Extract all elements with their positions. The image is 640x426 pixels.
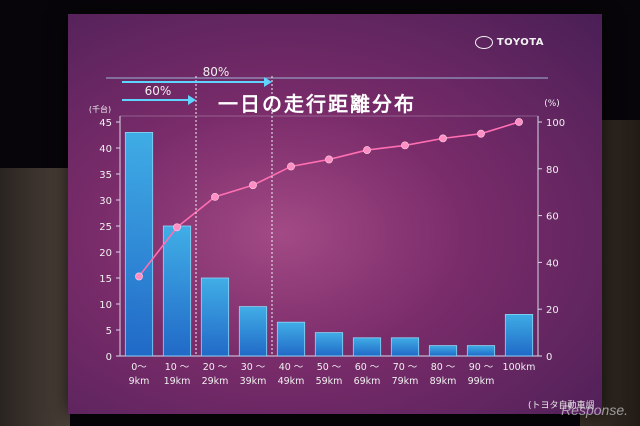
x-tick-label-bottom: 29km xyxy=(202,376,229,387)
x-tick-label-top: 50 ～ xyxy=(317,362,342,373)
toyota-logo-icon xyxy=(474,36,493,49)
left-tick-label: 10 xyxy=(99,300,112,311)
left-tick-label: 40 xyxy=(99,144,112,155)
cumulative-point xyxy=(515,118,523,126)
bar xyxy=(124,132,154,357)
left-tick-label: 5 xyxy=(106,326,112,337)
right-tick-label: 20 xyxy=(546,305,559,316)
x-tick-label-bottom: 9km xyxy=(129,376,150,387)
left-axis-unit: (千台) xyxy=(89,104,111,114)
toyota-brand: TOYOTA xyxy=(474,36,544,49)
right-axis-unit: (%) xyxy=(544,99,560,109)
cumulative-point xyxy=(363,146,371,154)
bar xyxy=(200,277,230,357)
x-tick-label-bottom: 99km xyxy=(468,376,495,387)
x-tick-label-top: 30 ～ xyxy=(241,362,266,373)
cumulative-point xyxy=(211,192,219,201)
range-arrow-head xyxy=(188,95,196,105)
x-tick-label-top: 10 ～ xyxy=(165,362,190,373)
left-tick-label: 25 xyxy=(99,222,112,233)
range-label: 80% xyxy=(203,65,230,79)
distance-distribution-chart: 0 5 10 15 20 25 30 35 40 45 (千台) 0 20 40 60 80 100 (%) 0～ 9… xyxy=(89,65,565,387)
left-tick-label: 30 xyxy=(99,196,112,207)
cumulative-point xyxy=(287,162,295,171)
x-tick-label-top: 0～ xyxy=(131,362,147,373)
x-tick-label-bottom: 69km xyxy=(354,376,381,387)
left-tick-label: 20 xyxy=(99,248,112,259)
left-tick-label: 0 xyxy=(106,352,112,363)
range-arrow-head xyxy=(264,77,272,87)
right-tick-label: 60 xyxy=(546,212,559,223)
cumulative-point xyxy=(325,155,333,164)
bar xyxy=(466,345,496,357)
x-tick-label-top: 40 ～ xyxy=(279,362,304,373)
x-tick-label-bottom: 19km xyxy=(164,376,191,387)
bar xyxy=(162,225,192,357)
x-tick-label-bottom: 79km xyxy=(392,376,419,387)
response-watermark: Response. xyxy=(561,402,628,418)
x-tick-label-top: 70 ～ xyxy=(393,362,418,373)
cumulative-point xyxy=(439,134,447,143)
right-tick-label: 80 xyxy=(546,165,559,176)
left-tick-label: 35 xyxy=(99,170,112,181)
cumulative-point xyxy=(135,272,143,281)
cumulative-point xyxy=(477,129,485,138)
bar xyxy=(390,337,420,357)
projected-slide: 0 5 10 15 20 25 30 35 40 45 (千台) 0 20 40 60 80 100 (%) 0～ 9… xyxy=(68,14,602,414)
bar xyxy=(428,345,458,357)
cumulative-point xyxy=(401,141,409,150)
cumulative-point xyxy=(249,181,257,190)
right-tick-label: 0 xyxy=(546,352,552,363)
x-tick-label-bottom: 39km xyxy=(240,376,267,387)
right-tick-label: 40 xyxy=(546,258,559,269)
range-label: 60% xyxy=(145,84,172,98)
left-tick-label: 15 xyxy=(99,274,112,285)
x-tick-label-top: 60 ～ xyxy=(355,362,380,373)
left-tick-label: 45 xyxy=(99,118,112,129)
x-tick-label-top: 90 ～ xyxy=(469,362,494,373)
room-wall-left xyxy=(0,168,70,426)
bar xyxy=(314,332,344,357)
x-tick-label-top: 80 ～ xyxy=(431,362,456,373)
x-tick-label-bottom: 100km xyxy=(503,362,536,373)
cumulative-point xyxy=(173,223,181,232)
x-tick-label-top: 20 ～ xyxy=(203,362,228,373)
chart-source-note: (トヨタ自動車調べ) xyxy=(528,401,595,411)
x-tick-label-bottom: 89km xyxy=(430,376,457,387)
bar xyxy=(352,337,382,357)
right-tick-label: 100 xyxy=(546,118,565,129)
bar xyxy=(504,313,534,357)
bar xyxy=(238,306,268,357)
chart-title: 一日の走行距離分布 xyxy=(218,92,416,116)
brand-name: TOYOTA xyxy=(496,37,544,48)
bar xyxy=(276,321,306,357)
x-tick-label-bottom: 59km xyxy=(316,376,343,387)
x-tick-label-bottom: 49km xyxy=(278,376,305,387)
